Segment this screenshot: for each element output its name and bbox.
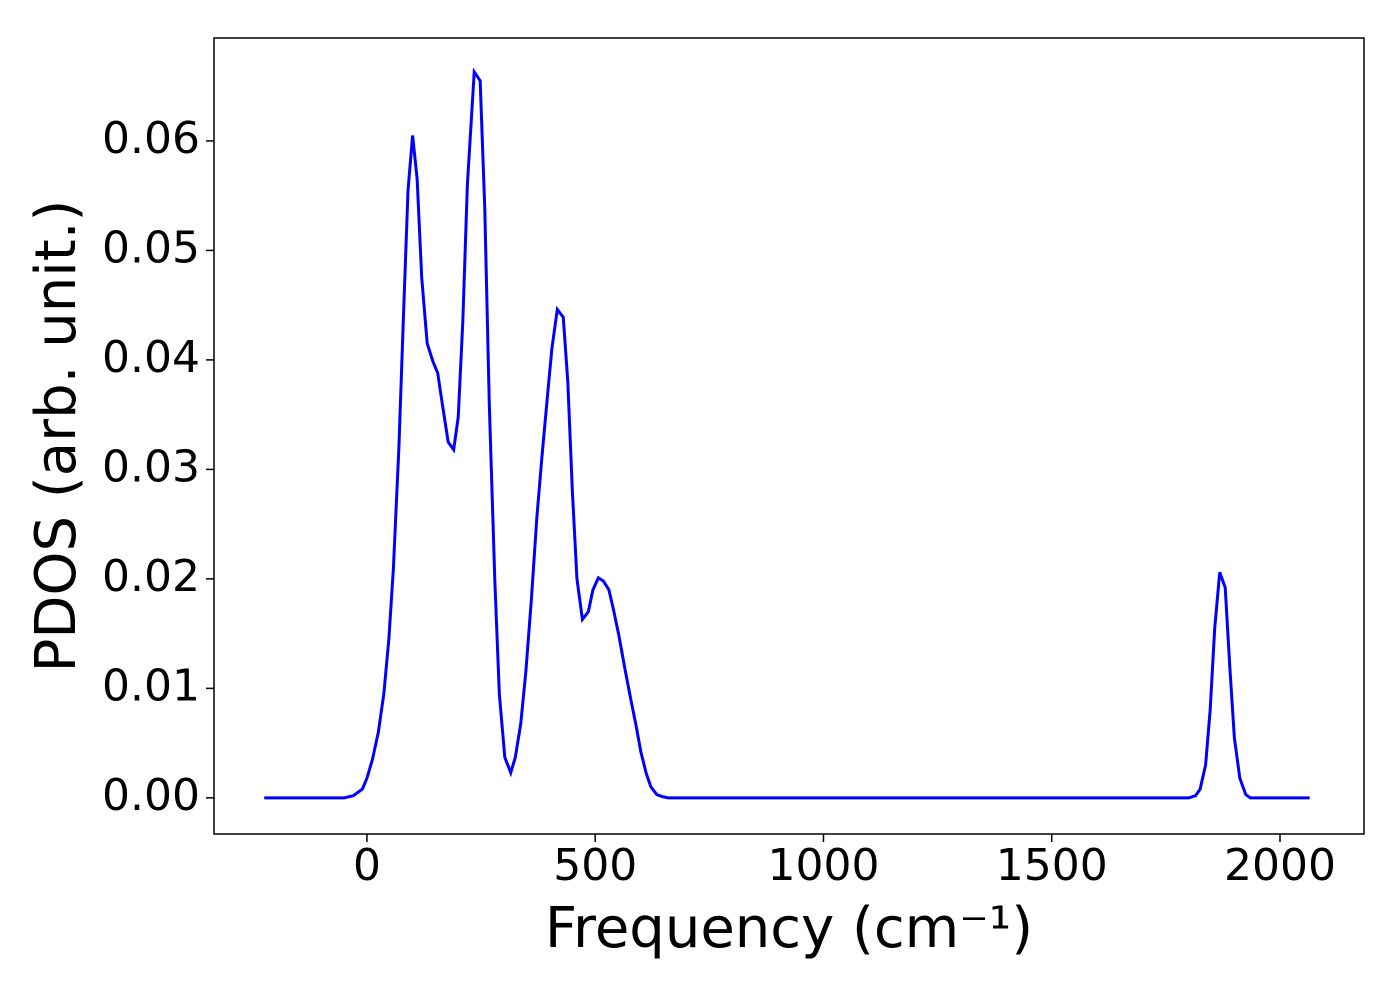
x-tick-label: 2000 [1224,840,1336,891]
x-tick-label: 1000 [767,840,879,891]
y-tick-label: 0.03 [102,441,200,492]
y-tick-label: 0.06 [102,113,200,164]
y-tick-label: 0.02 [102,551,200,602]
y-tick-label: 0.04 [102,332,200,383]
y-tick-label: 0.05 [102,222,200,273]
x-tick-label: 0 [353,840,381,891]
y-tick-label: 0.01 [102,660,200,711]
y-axis-label: PDOS (arb. unit.) [24,200,89,673]
x-tick-label: 1500 [996,840,1108,891]
y-tick-label: 0.00 [102,770,200,821]
line [264,67,1310,800]
x-axis-label: Frequency (cm⁻¹) [545,896,1033,961]
plot-frame [213,37,1365,835]
x-tick-label: 500 [553,840,637,891]
